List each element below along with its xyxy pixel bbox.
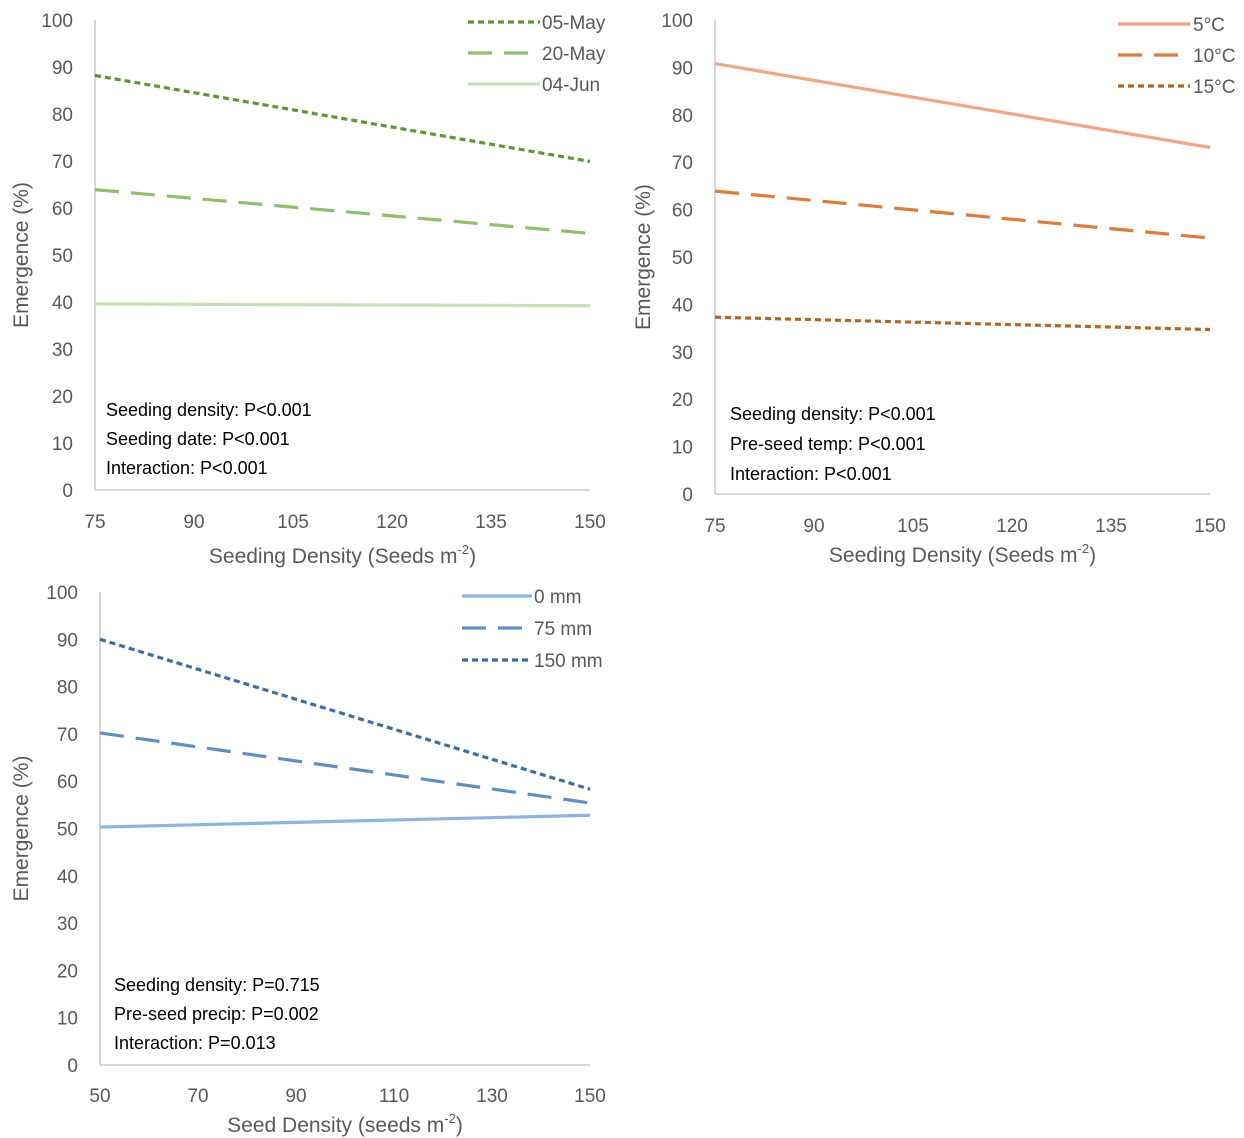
y-tick-label: 50	[52, 246, 73, 267]
stats-annotation: Seeding density: P=0.715	[114, 975, 320, 995]
x-axis-label-main: Seed Density (seeds m	[227, 1114, 444, 1137]
y-tick-label: 70	[672, 153, 693, 174]
y-tick-label: 60	[672, 201, 693, 222]
x-tick-label: 135	[475, 512, 507, 533]
y-tick-label: 90	[672, 58, 693, 79]
stats-annotation: Seeding density: P<0.001	[730, 404, 936, 424]
legend-label: 0 mm	[534, 587, 582, 608]
y-tick-label: 10	[57, 1009, 78, 1030]
x-axis-label-main: Seeding Density (Seeds m	[209, 545, 458, 568]
legend-label: 04-Jun	[542, 75, 600, 96]
stats-annotation: Interaction: P<0.001	[730, 464, 892, 484]
legend-label: 5°C	[1193, 15, 1225, 36]
y-tick-label: 60	[57, 772, 78, 793]
legend-label: 05-May	[542, 13, 606, 34]
stats-annotation: Seeding date: P<0.001	[106, 429, 290, 449]
x-tick-label: 120	[996, 516, 1028, 537]
y-tick-label: 100	[46, 583, 78, 604]
x-axis-label-tail: )	[469, 545, 476, 568]
y-tick-label: 30	[672, 343, 693, 364]
x-tick-label: 110	[379, 1086, 409, 1107]
series-line-1	[99, 813, 591, 829]
x-tick-label: 105	[897, 516, 929, 537]
legend-label: 150 mm	[534, 651, 603, 672]
stats-annotation: Seeding density: P<0.001	[106, 400, 312, 420]
stats-annotation: Pre-seed precip: P=0.002	[114, 1004, 319, 1024]
y-tick-label: 20	[57, 961, 78, 982]
y-tick-label: 40	[57, 867, 78, 888]
y-tick-label: 10	[672, 438, 693, 459]
series-line-3	[94, 302, 591, 308]
y-tick-label: 50	[672, 248, 693, 269]
x-tick-label: 75	[84, 512, 105, 533]
x-tick-label: 75	[704, 516, 725, 537]
x-axis-label-superscript: -2	[1078, 541, 1090, 556]
x-tick-label: 150	[574, 1086, 606, 1107]
chart-panel-3: 0 10 20 30 40 50 60 70 80 90 100 50 70 90 110 130 150 Eme…	[10, 583, 606, 1137]
x-tick-label: 90	[285, 1086, 306, 1107]
y-tick-label: 40	[672, 295, 693, 316]
legend-label: 15°C	[1193, 77, 1235, 98]
series-line-1	[94, 73, 591, 164]
series-line-3	[714, 315, 1211, 332]
series-line-1	[714, 62, 1211, 150]
x-axis-label-superscript: -2	[458, 542, 470, 557]
y-tick-label: 0	[62, 481, 73, 502]
y-tick-label: 60	[52, 199, 73, 220]
y-axis-label: Emergence (%)	[10, 182, 33, 328]
y-tick-label: 80	[672, 106, 693, 127]
x-tick-label: 150	[574, 512, 606, 533]
y-axis-label: Emergence (%)	[632, 184, 655, 330]
x-tick-label: 105	[277, 512, 309, 533]
y-tick-label: 70	[52, 152, 73, 173]
x-axis-label-superscript: -2	[444, 1111, 456, 1126]
y-tick-label: 50	[57, 820, 78, 841]
series-line-2	[99, 731, 591, 805]
x-tick-label: 120	[376, 512, 408, 533]
y-tick-label: 10	[52, 434, 73, 455]
y-tick-label: 90	[52, 58, 73, 79]
stats-annotation: Interaction: P<0.001	[106, 458, 268, 478]
y-tick-label: 20	[52, 387, 73, 408]
x-tick-label: 135	[1095, 516, 1127, 537]
x-tick-label: 150	[1194, 516, 1226, 537]
y-tick-label: 90	[57, 630, 78, 651]
y-tick-label: 20	[672, 390, 693, 411]
x-tick-label: 90	[803, 516, 824, 537]
y-tick-label: 30	[52, 340, 73, 361]
x-axis-label: Seed Density (seeds m-2)	[227, 1111, 463, 1137]
legend-label: 75 mm	[534, 619, 592, 640]
y-tick-label: 80	[52, 105, 73, 126]
y-tick-label: 30	[57, 914, 78, 935]
y-tick-label: 100	[661, 11, 693, 32]
x-axis-label-tail: )	[1089, 544, 1096, 567]
series-line-3	[99, 637, 591, 791]
y-tick-label: 70	[57, 725, 78, 746]
legend-label: 20-May	[542, 44, 606, 65]
x-tick-label: 90	[183, 512, 204, 533]
y-tick-label: 0	[682, 485, 693, 506]
series-line-2	[714, 189, 1211, 240]
series-line-2	[94, 188, 591, 235]
chart-panel-1: 0 10 20 30 40 50 60 70 80 90 100 75 90 105 120 135 150 Em…	[10, 11, 606, 568]
stats-annotation: Pre-seed temp: P<0.001	[730, 434, 926, 454]
y-tick-label: 80	[57, 678, 78, 699]
y-tick-label: 40	[52, 293, 73, 314]
y-tick-label: 100	[41, 11, 73, 32]
y-axis-label: Emergence (%)	[10, 756, 33, 902]
chart-panel-2: 0 10 20 30 40 50 60 70 80 90 100 75 90 105 120 135 150 Em…	[632, 11, 1235, 567]
x-axis-label-tail: )	[456, 1114, 463, 1137]
legend-label: 10°C	[1193, 46, 1235, 67]
x-tick-label: 130	[476, 1086, 508, 1107]
x-axis-label: Seeding Density (Seeds m-2)	[829, 541, 1096, 567]
x-axis-label: Seeding Density (Seeds m-2)	[209, 542, 476, 568]
x-axis-label-main: Seeding Density (Seeds m	[829, 544, 1078, 567]
x-tick-label: 70	[187, 1086, 208, 1107]
y-tick-label: 0	[67, 1056, 78, 1077]
stats-annotation: Interaction: P=0.013	[114, 1033, 276, 1053]
x-tick-label: 50	[89, 1086, 110, 1107]
